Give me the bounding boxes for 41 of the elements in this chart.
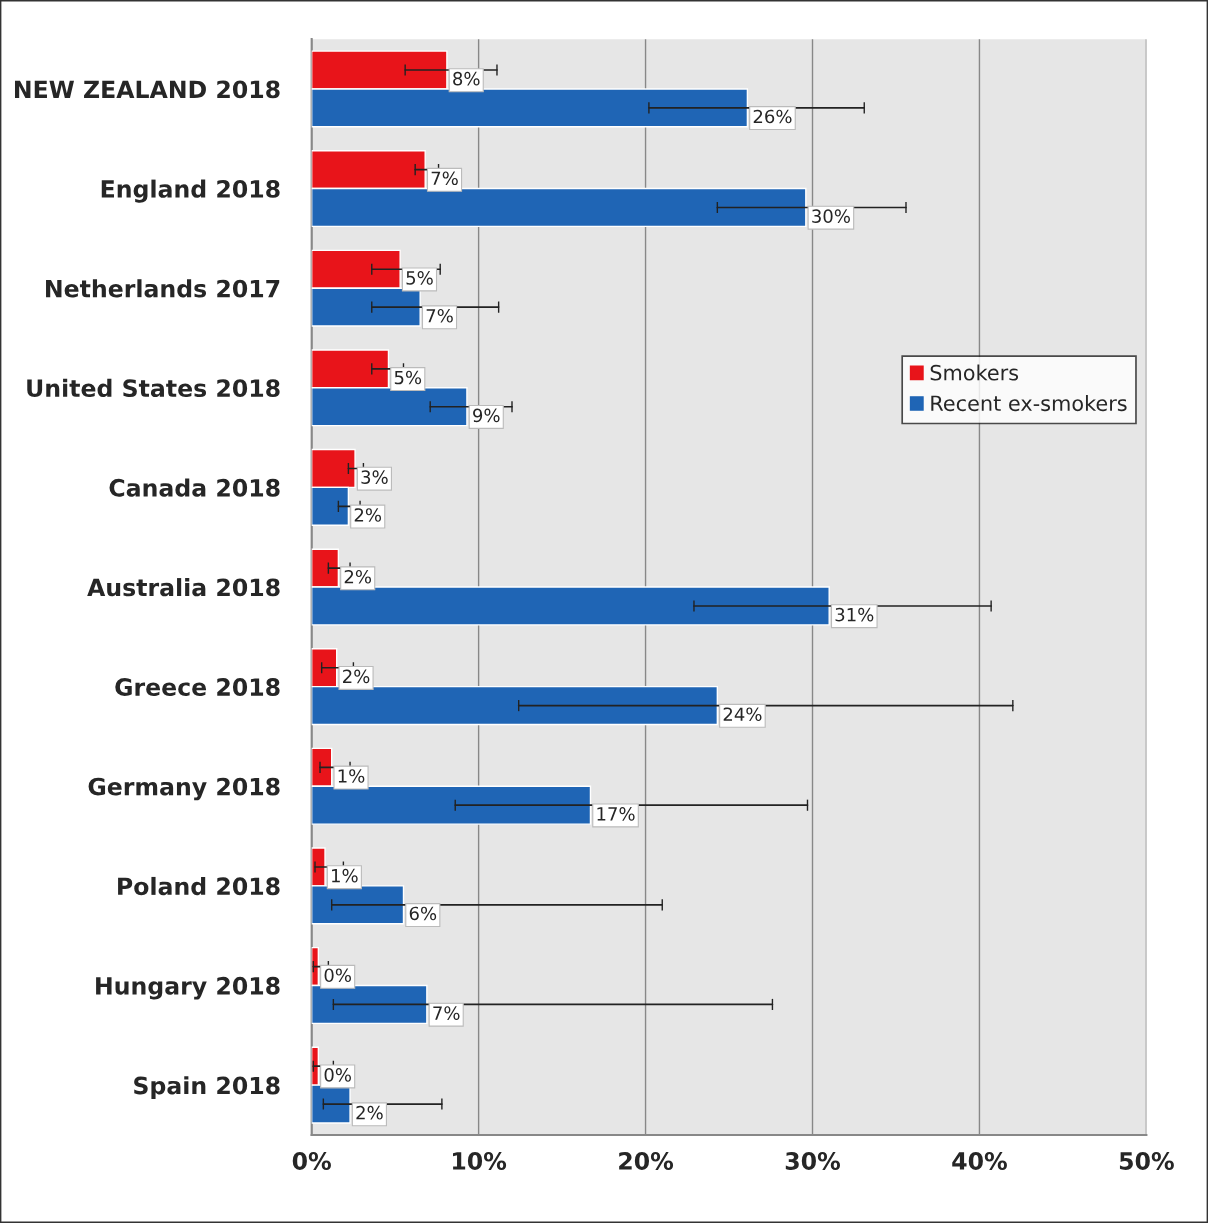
data-label: 8% [453, 71, 480, 86]
y-tick-label: Spain 2018 [134, 1076, 280, 1100]
data-label: 31% [835, 607, 874, 622]
y-tick-label: Hungary 2018 [96, 976, 280, 1000]
data-label: 1% [332, 868, 358, 883]
data-label: 17% [597, 807, 635, 821]
y-tick-label: NEW ZEALAND 2018 [14, 80, 280, 99]
data-label: 5% [406, 271, 433, 285]
y-tick-label: Netherlands 2017 [46, 279, 280, 298]
x-tick-label: 40% [952, 1152, 1007, 1170]
data-label: 1% [338, 769, 365, 783]
data-label: 2% [354, 508, 382, 522]
data-label: 30% [812, 209, 850, 223]
data-label: 2% [344, 569, 372, 584]
y-tick-label: England 2018 [101, 179, 280, 203]
y-tick-label: Germany 2018 [88, 777, 280, 801]
legend-label: Smokers [930, 364, 1019, 381]
data-label: 24% [723, 707, 762, 722]
data-label: 7% [426, 308, 453, 323]
data-label: 5% [394, 370, 422, 385]
data-label: 3% [361, 470, 388, 484]
data-label: 2% [356, 1105, 383, 1120]
data-label: 7% [431, 171, 458, 186]
data-label: 2% [343, 669, 370, 684]
x-tick-label: 50% [1119, 1152, 1174, 1170]
x-tick-label: 0% [292, 1152, 331, 1170]
x-tick-label: 20% [619, 1152, 674, 1170]
data-label: 0% [324, 1068, 351, 1082]
x-tick-label: 30% [785, 1152, 841, 1170]
data-label: 9% [473, 408, 500, 423]
y-tick-label: United States 2018 [27, 378, 280, 398]
y-tick-label: Poland 2018 [118, 876, 280, 896]
legend-label: Recent ex-smokers [931, 395, 1127, 412]
data-label: 6% [409, 906, 437, 921]
data-label: 7% [433, 1006, 460, 1020]
y-tick-label: Australia 2018 [87, 578, 280, 597]
y-tick-label: Canada 2018 [109, 478, 280, 497]
data-label: 0% [324, 968, 351, 983]
x-tick-label: 10% [453, 1152, 507, 1170]
y-tick-label: Greece 2018 [115, 678, 280, 696]
data-label: 26% [753, 109, 792, 124]
